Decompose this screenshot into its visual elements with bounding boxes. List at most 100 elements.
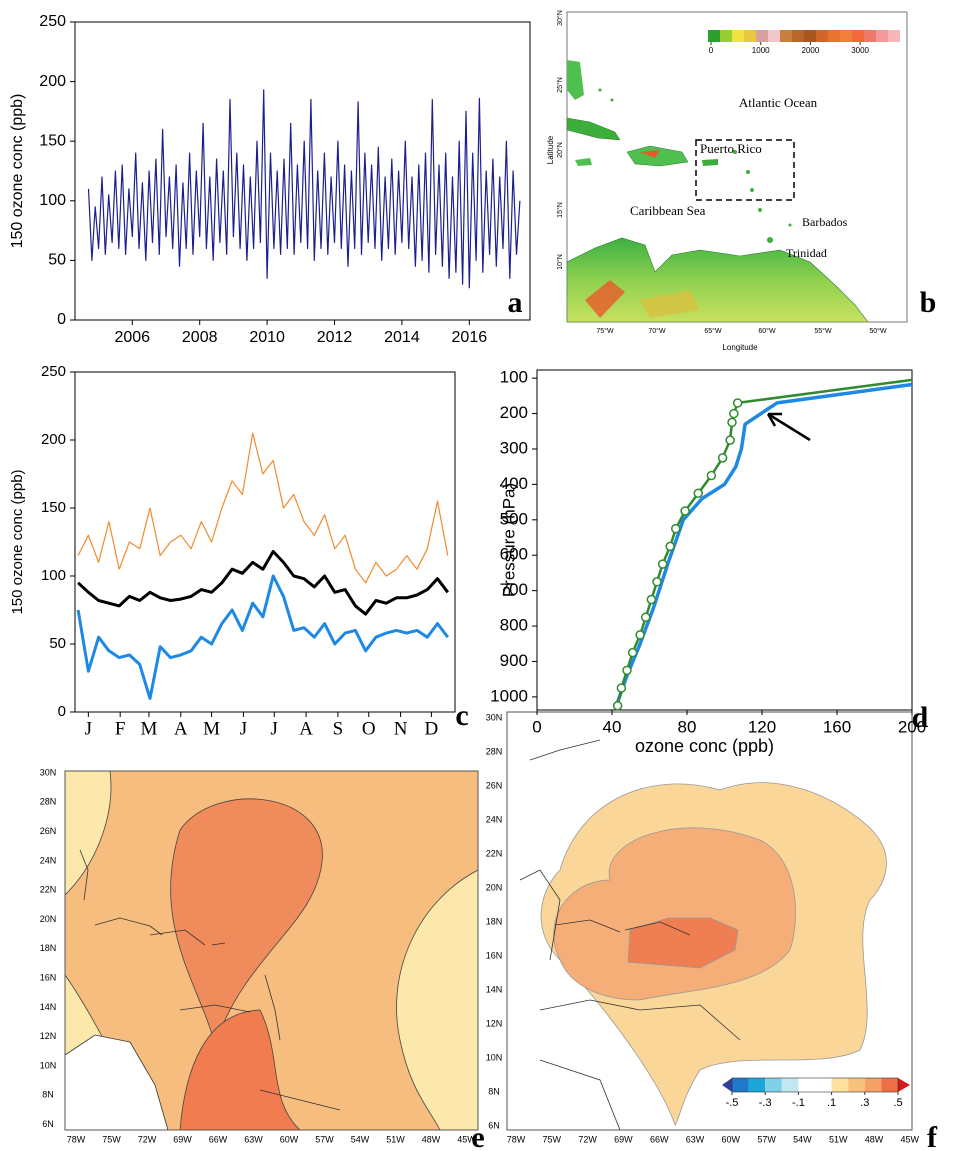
x-tick-label: 80: [678, 717, 697, 736]
series-line: [87, 89, 521, 289]
x-tick-label: 2010: [249, 329, 285, 346]
series-marker: [646, 594, 657, 605]
lon-label: 54W: [793, 1134, 812, 1144]
panel-label: c: [455, 699, 468, 732]
lat-label: 30N: [40, 767, 57, 777]
series-marker: [635, 630, 645, 640]
lon-label: 45W: [457, 1134, 476, 1144]
lon-label: 63W: [244, 1134, 263, 1144]
lat-label: 28N: [40, 797, 57, 807]
lat-label: 20N: [486, 882, 503, 892]
series-marker: [616, 683, 627, 693]
colorbar-label: -.1: [792, 1097, 805, 1109]
y-tick-label: 200: [500, 403, 528, 422]
lat-label: 24N: [486, 814, 503, 824]
lon-label: 60°W: [758, 327, 776, 335]
x-tick-label: J: [85, 718, 92, 739]
series-marker: [706, 470, 717, 481]
y-axis-label: 150 ozone conc (ppb): [9, 469, 26, 614]
series-line: [616, 378, 913, 707]
x-tick-label: M: [203, 718, 220, 739]
x-tick-label: J: [271, 718, 278, 739]
lat-label: 10°N: [556, 254, 564, 270]
x-tick-label: A: [299, 718, 313, 739]
lat-label: 10N: [40, 1060, 57, 1070]
colorbar-label: .3: [860, 1097, 869, 1109]
lat-label: 12N: [40, 1031, 57, 1041]
y-tick-label: 300: [500, 438, 528, 457]
lat-label: 14N: [486, 984, 503, 994]
colorbar: [708, 30, 900, 42]
lon-label: 45W: [901, 1134, 920, 1144]
y-tick-label: 100: [500, 368, 528, 387]
y-tick-label: 500: [500, 509, 528, 528]
x-tick-label: 160: [823, 717, 851, 736]
y-tick-label: 100: [39, 192, 66, 209]
series-marker: [641, 612, 651, 622]
x-tick-label: 120: [748, 717, 776, 736]
lon-label: 72W: [138, 1134, 157, 1144]
panel-label: d: [912, 701, 929, 734]
lat-label: 14N: [40, 1002, 57, 1012]
lat-label: 28N: [486, 746, 503, 756]
x-tick-label: 2006: [114, 329, 150, 346]
panel-label: e: [471, 1121, 484, 1151]
lon-label: 57W: [315, 1134, 334, 1144]
x-tick-label: 0: [532, 717, 541, 736]
lat-label: 30°N: [556, 10, 564, 26]
x-tick-label: 200: [898, 717, 926, 736]
lon-label: 72W: [578, 1134, 597, 1144]
series-marker: [671, 523, 681, 534]
x-axis-label: ozone conc (ppb): [635, 736, 774, 756]
colorbar-label: 2000: [802, 46, 820, 55]
series-marker: [622, 665, 632, 676]
lat-label: 18N: [40, 943, 57, 953]
y-tick-label: 150: [39, 132, 66, 149]
series-marker: [627, 647, 638, 658]
series-line: [77, 550, 449, 616]
x-tick-label: D: [425, 718, 439, 739]
lon-label: 75W: [543, 1134, 562, 1144]
map-b: Atlantic Ocean Puerto Rico Caribbean Sea…: [546, 11, 908, 352]
x-tick-label: 2014: [384, 329, 420, 346]
series-marker: [657, 559, 668, 569]
x-tick-label: F: [115, 718, 126, 739]
y-axis-label: 150 ozone conc (ppb): [9, 94, 26, 249]
series-line: [76, 574, 449, 700]
x-tick-label: J: [240, 718, 247, 739]
y-tick-label: 900: [500, 651, 528, 670]
lat-label: 22N: [40, 885, 57, 895]
x-tick-label: S: [333, 718, 344, 739]
y-tick-label: 800: [500, 616, 528, 635]
series-marker: [725, 435, 735, 445]
map-land: [567, 60, 869, 322]
lat-label: 24N: [40, 855, 57, 865]
y-tick-label: 0: [57, 311, 66, 328]
lon-label: 50°W: [869, 327, 887, 335]
lon-label: 63W: [686, 1134, 705, 1144]
lon-label: 51W: [386, 1134, 405, 1144]
lon-label: 69W: [614, 1134, 633, 1144]
lat-label: 10N: [486, 1052, 503, 1062]
x-tick-label: N: [394, 718, 408, 739]
series-marker: [665, 541, 675, 552]
lon-label: 54W: [351, 1134, 370, 1144]
lat-label: 22N: [486, 848, 503, 858]
series-marker: [680, 506, 690, 516]
arrow: [766, 412, 811, 442]
map-e: [64, 770, 479, 1131]
place-label: Caribbean Sea: [630, 203, 706, 218]
lon-label: 78W: [507, 1134, 526, 1144]
y-tick-label: 150: [41, 499, 66, 516]
lon-label: 60W: [722, 1134, 741, 1144]
lon-label: 75W: [102, 1134, 121, 1144]
y-tick-label: 100: [41, 567, 66, 584]
lon-label: 70°W: [648, 327, 666, 335]
series-line: [615, 382, 913, 703]
x-axis-label: Longitude: [722, 343, 758, 352]
lat-label: 12N: [486, 1018, 503, 1028]
lat-label: 15°N: [556, 202, 564, 218]
lat-label: 8N: [488, 1086, 500, 1096]
series-marker: [732, 398, 743, 408]
lon-label: 78W: [67, 1134, 86, 1144]
